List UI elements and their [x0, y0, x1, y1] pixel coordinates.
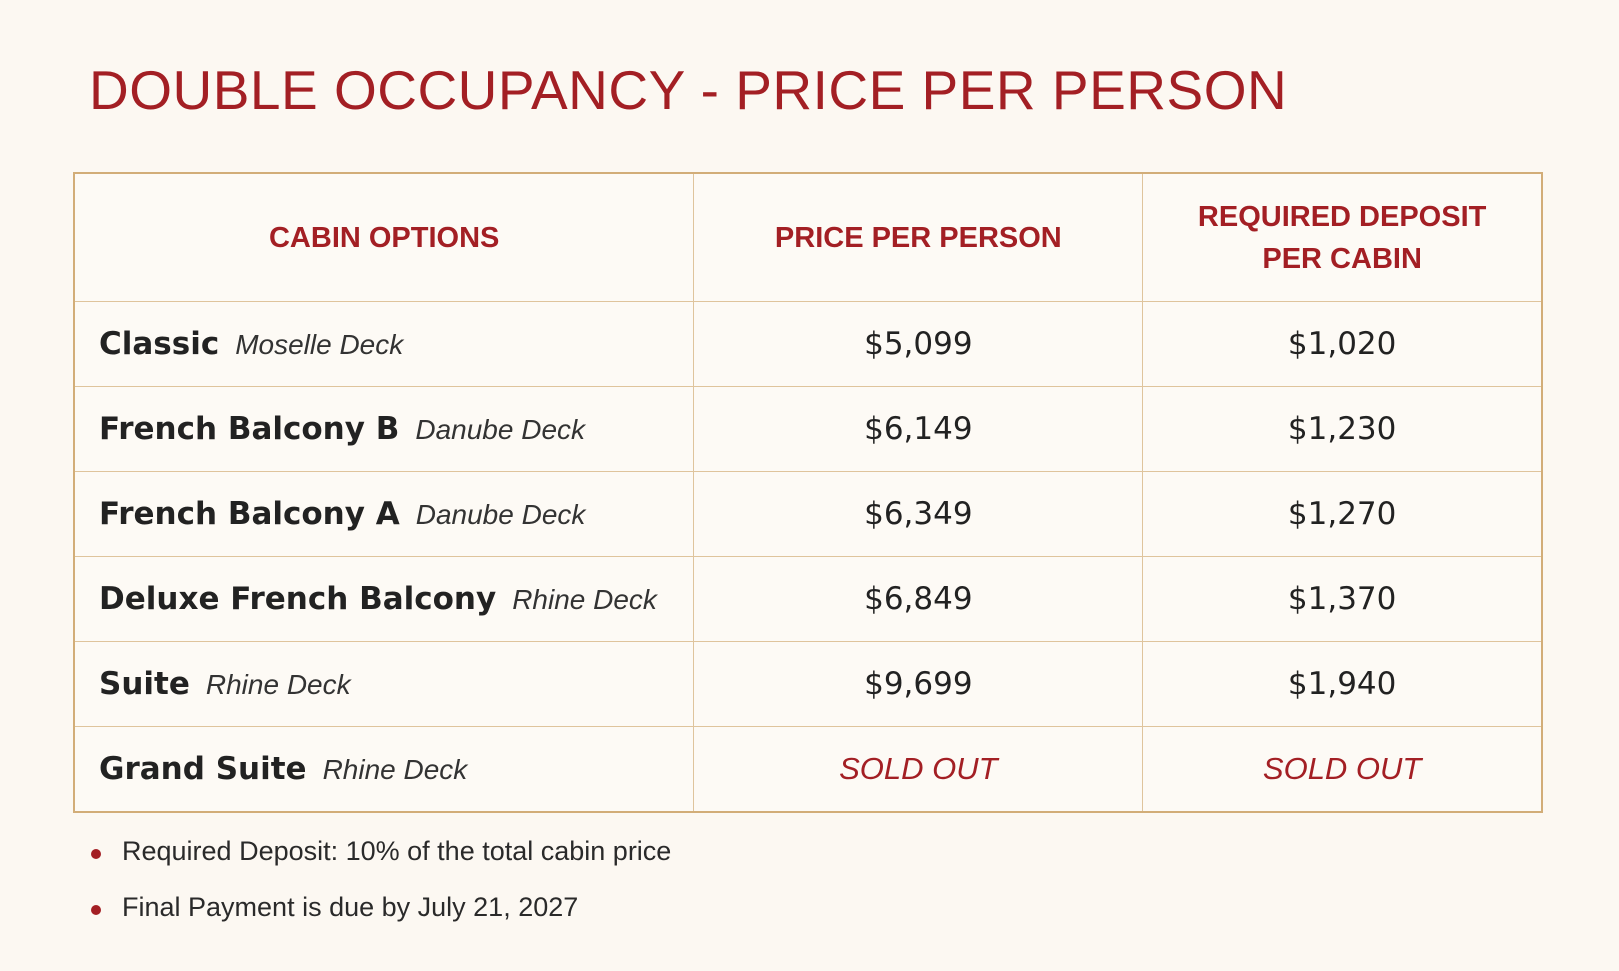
price-cell: $6,149 [693, 386, 1144, 472]
cabin-cell: French Balcony B Danube Deck [73, 386, 695, 472]
table-row: Deluxe French Balcony Rhine Deck $6,849 $1,… [73, 556, 1543, 642]
table-row: Grand Suite Rhine Deck SOLD OUT SOLD OUT [73, 726, 1543, 813]
cabin-name: Classic [99, 326, 220, 362]
price-cell: $9,699 [693, 641, 1144, 727]
deck-name: Rhine Deck [512, 584, 657, 615]
price-table: CABIN OPTIONS PRICE PER PERSON REQUIRED DE… [73, 172, 1543, 813]
note: Final Payment is due by July 21, 2027 [88, 892, 671, 948]
price-cell: $6,849 [693, 556, 1144, 642]
deck-name: Danube Deck [415, 499, 586, 530]
deposit-cell: $1,230 [1142, 386, 1543, 472]
cabin-cell: Deluxe French Balcony Rhine Deck [73, 556, 695, 642]
deposit-cell: SOLD OUT [1142, 726, 1543, 813]
table-row: French Balcony A Danube Deck $6,349 $1,270 [73, 471, 1543, 557]
deck-name: Rhine Deck [205, 669, 351, 700]
column-header: CABIN OPTIONS [73, 172, 695, 302]
table-row: Classic Moselle Deck $5,099 $1,020 [73, 301, 1543, 387]
table-body: Classic Moselle Deck $5,099 $1,020 French Ba… [73, 301, 1543, 813]
column-header-text: CABIN OPTIONS [268, 221, 500, 254]
column-header-text: REQUIRED DEPOSIT PER CABIN [1197, 200, 1487, 275]
cabin-cell: Suite Rhine Deck [73, 641, 695, 727]
cabin-name: Deluxe French Balcony [99, 581, 497, 617]
column-header-text: PRICE PER PERSON [774, 221, 1062, 254]
cabin-cell: French Balcony A Danube Deck [73, 471, 695, 557]
cabin-name: French Balcony A [99, 496, 400, 532]
table-row: Suite Rhine Deck $9,699 $1,940 [73, 641, 1543, 727]
deck-name: Moselle Deck [235, 329, 404, 360]
deck-name: Danube Deck [415, 414, 586, 445]
title: DOUBLE OCCUPANCY - PRICE PER PERSON [89, 59, 1288, 121]
deposit-cell: $1,940 [1142, 641, 1543, 727]
cabin-name: French Balcony B [99, 411, 400, 447]
cabin-name: Suite [99, 666, 190, 702]
table-row: French Balcony B Danube Deck $6,149 $1,230 [73, 386, 1543, 472]
table-header: CABIN OPTIONS PRICE PER PERSON REQUIRED DE… [73, 172, 1543, 302]
note: Required Deposit: 10% of the total cabin… [88, 836, 671, 892]
deposit-cell: $1,370 [1142, 556, 1543, 642]
header-row: CABIN OPTIONS PRICE PER PERSON REQUIRED DE… [73, 172, 1543, 302]
cabin-cell: Classic Moselle Deck [73, 301, 695, 387]
column-header: PRICE PER PERSON [693, 172, 1144, 302]
price-cell: $6,349 [693, 471, 1144, 557]
deposit-cell: $1,020 [1142, 301, 1543, 387]
notes: Required Deposit: 10% of the total cabin… [88, 836, 671, 948]
deck-name: Rhine Deck [322, 754, 468, 785]
cabin-cell: Grand Suite Rhine Deck [73, 726, 695, 813]
price-cell: SOLD OUT [693, 726, 1144, 813]
cabin-name: Grand Suite [99, 751, 307, 787]
column-header: REQUIRED DEPOSIT PER CABIN [1142, 172, 1543, 302]
deposit-cell: $1,270 [1142, 471, 1543, 557]
price-cell: $5,099 [693, 301, 1144, 387]
